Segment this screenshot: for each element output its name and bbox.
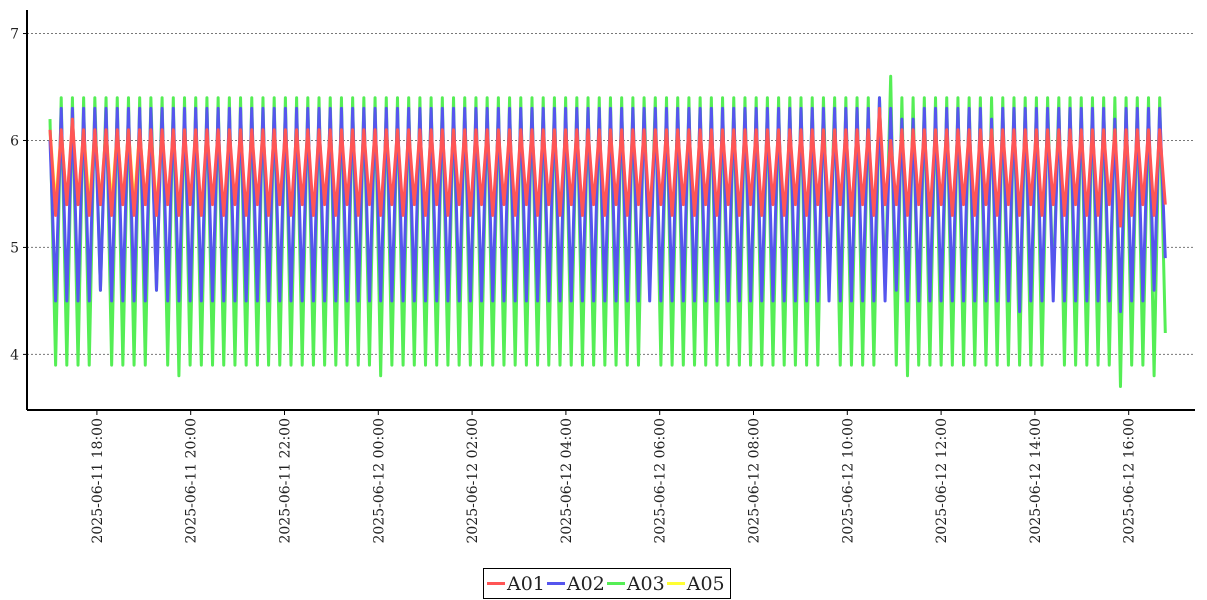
- x-tick-label: 2025-06-12 06:00: [653, 418, 669, 544]
- y-tick-label: 6: [10, 133, 19, 149]
- x-tick-label: 2025-06-12 08:00: [747, 418, 763, 544]
- x-tick-labels: 2025-06-11 18:00 2025-06-11 20:00 2025-06-…: [90, 410, 1138, 544]
- x-tick-label: 2025-06-12 04:00: [559, 418, 575, 544]
- x-tick-label: 2025-06-12 14:00: [1028, 418, 1044, 544]
- legend-label: A05: [686, 572, 725, 595]
- legend-swatch: [606, 582, 625, 585]
- legend-swatch: [546, 582, 565, 585]
- x-tick-label: 2025-06-11 18:00: [90, 418, 106, 544]
- series-lines: [48, 74, 1167, 388]
- y-tick-label: 7: [10, 27, 19, 43]
- legend-item-a05[interactable]: A05: [666, 572, 725, 595]
- x-tick-label: 2025-06-12 10:00: [840, 418, 856, 544]
- legend-swatch: [666, 582, 685, 585]
- legend-item-a02[interactable]: A02: [546, 572, 605, 595]
- series-line-a01: [48, 106, 1167, 228]
- legend-swatch: [487, 582, 505, 585]
- legend-label: A02: [566, 572, 605, 595]
- x-tick-label: 2025-06-12 16:00: [1122, 418, 1138, 544]
- x-tick-label: 2025-06-11 22:00: [278, 418, 294, 544]
- legend-item-a03[interactable]: A03: [606, 572, 665, 595]
- x-tick-label: 2025-06-12 00:00: [371, 418, 387, 544]
- y-tick-label: 5: [10, 240, 19, 256]
- y-tick-labels: 4 5 6 7: [10, 27, 27, 363]
- x-tick-label: 2025-06-12 12:00: [934, 418, 950, 544]
- x-tick-label: 2025-06-12 02:00: [465, 418, 481, 544]
- x-tick-label: 2025-06-11 20:00: [184, 418, 200, 544]
- y-tick-label: 4: [10, 347, 19, 363]
- legend: A01 A02 A03 A05: [483, 568, 731, 599]
- legend-label: A01: [507, 572, 545, 595]
- legend-item-a01[interactable]: A01: [487, 573, 545, 595]
- legend-label: A03: [626, 572, 665, 595]
